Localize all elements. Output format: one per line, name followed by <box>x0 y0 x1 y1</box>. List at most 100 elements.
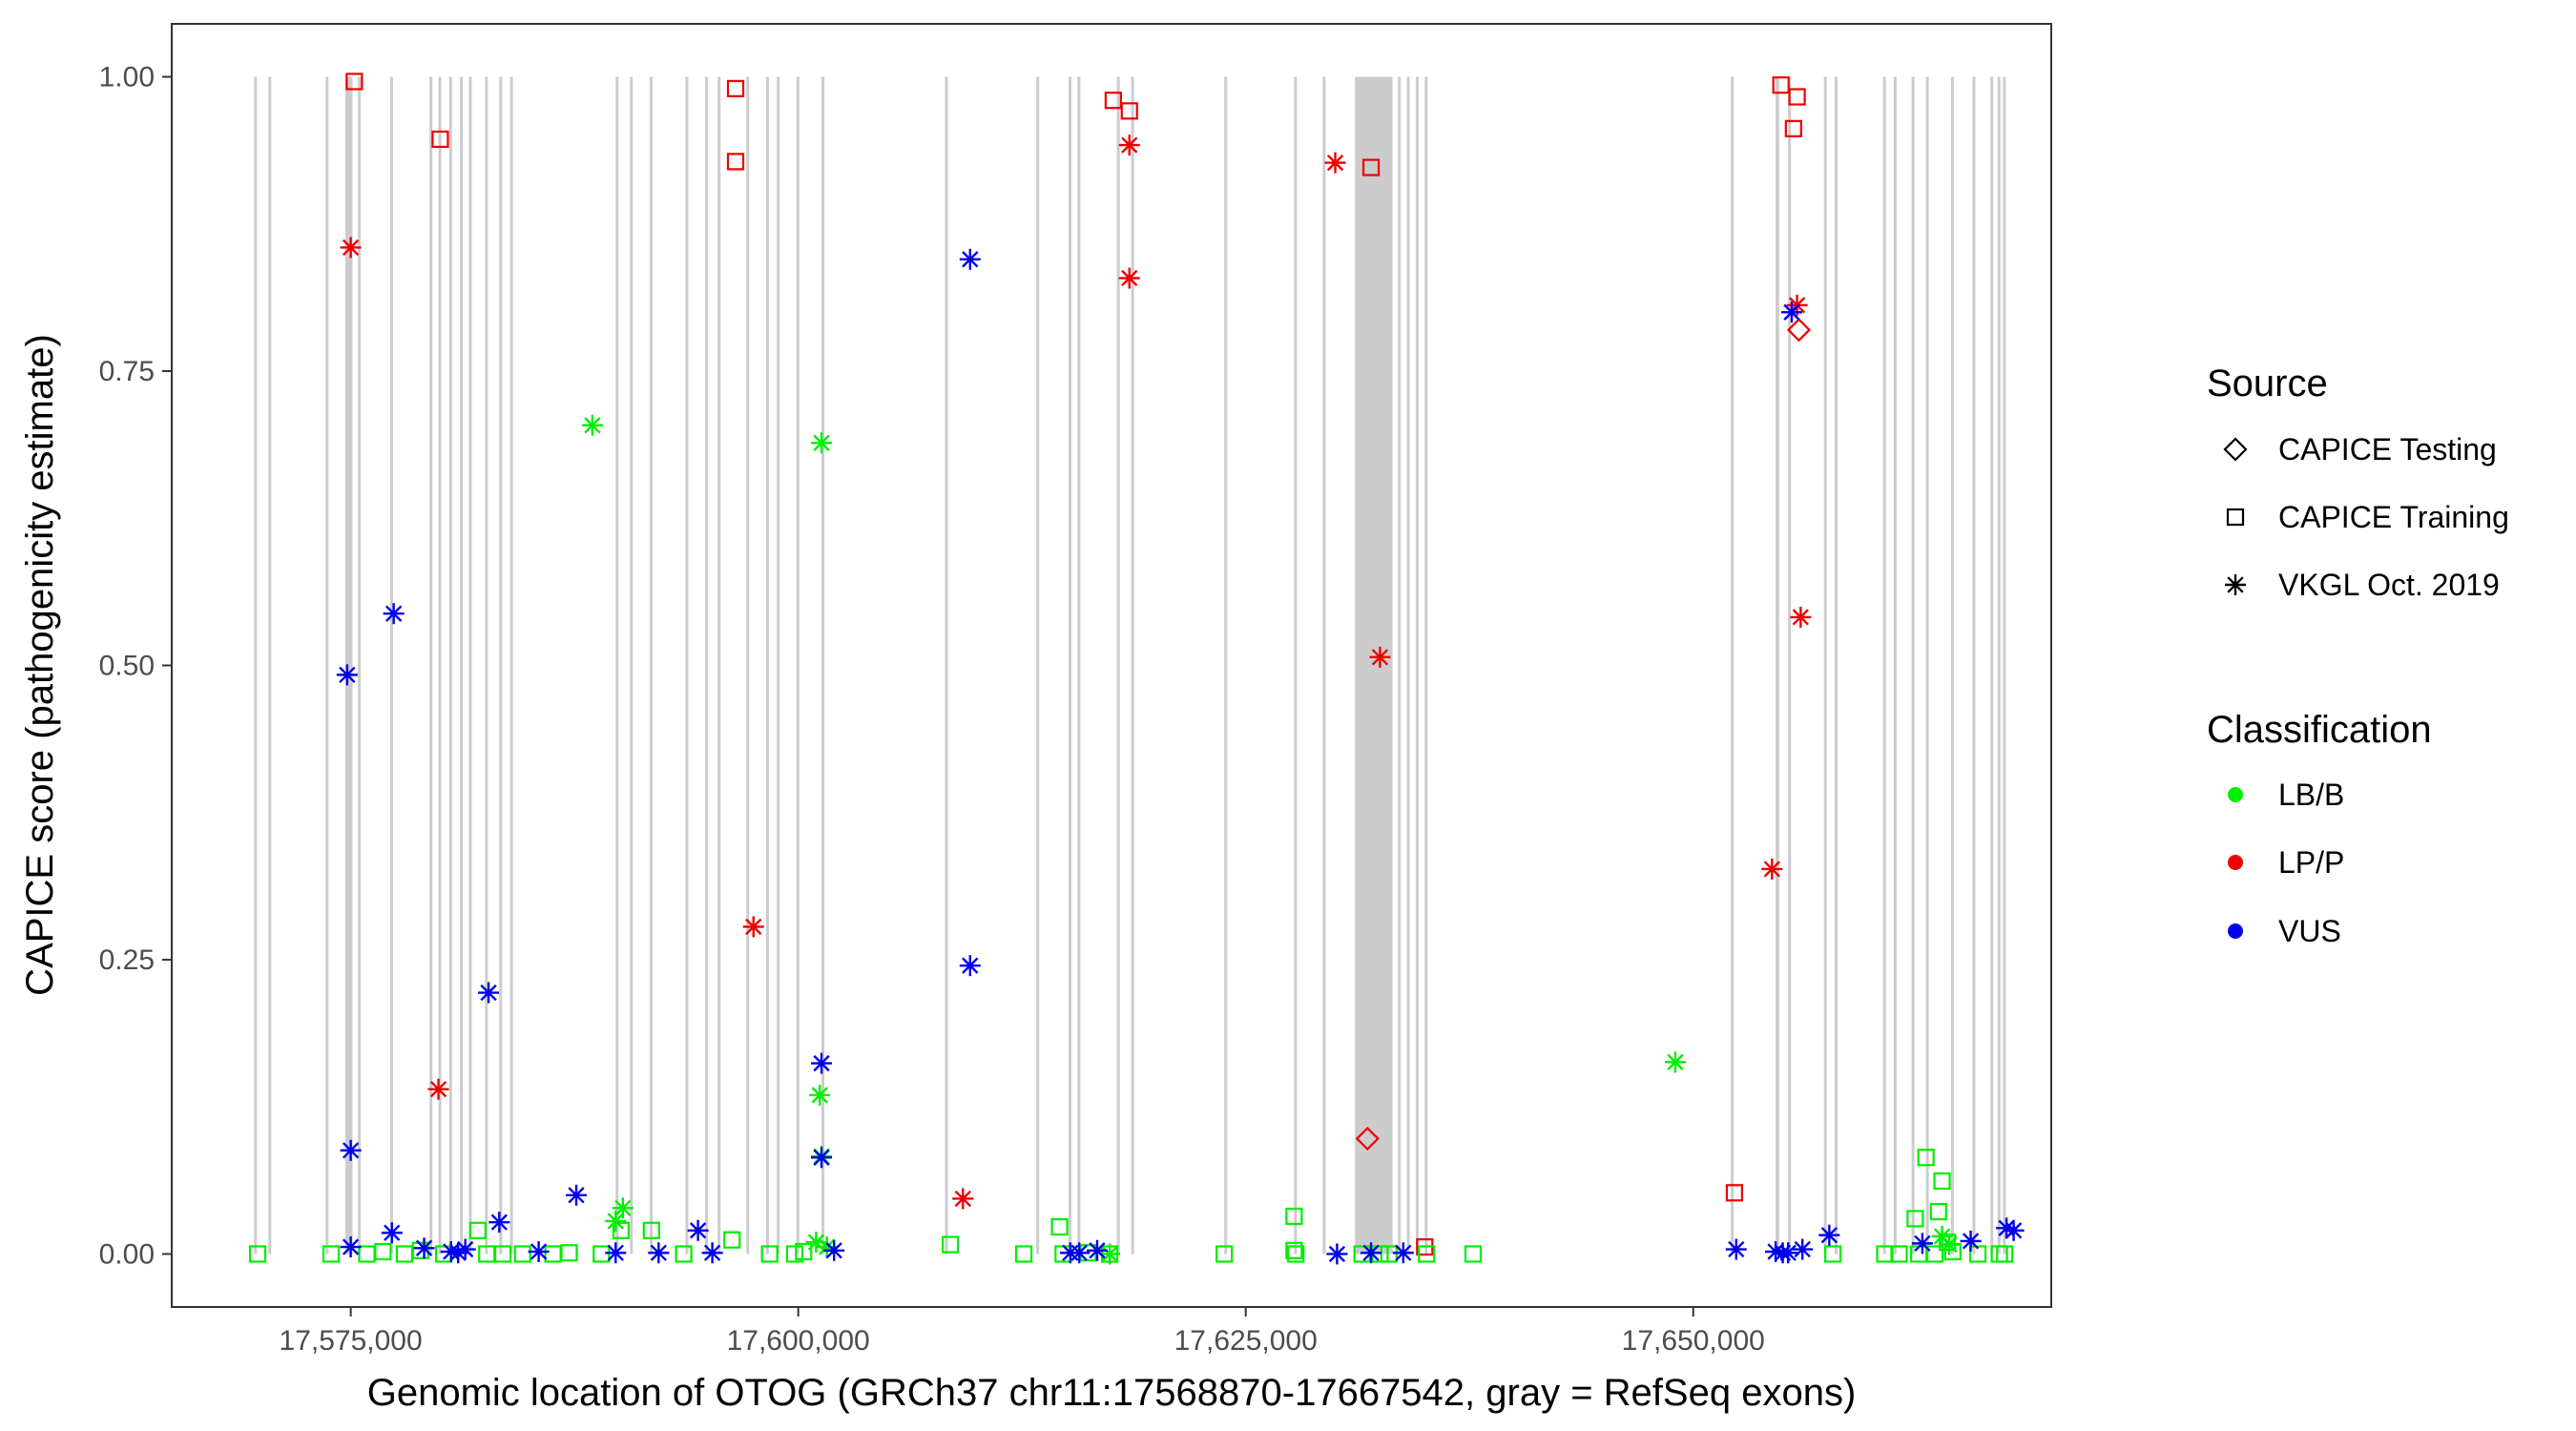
data-point <box>1361 1242 1382 1264</box>
exon-band <box>821 76 825 1255</box>
data-point <box>340 1236 362 1258</box>
data-point <box>431 130 449 149</box>
x-tick-label: 17,575,000 <box>280 1325 423 1357</box>
exon-band <box>1788 76 1792 1255</box>
exon-band <box>1950 76 1954 1255</box>
data-point <box>811 1052 833 1074</box>
exon-band <box>1424 76 1428 1255</box>
data-point <box>1786 318 1812 342</box>
data-point <box>1939 1234 1961 1255</box>
exon-band <box>485 76 488 1255</box>
data-point <box>493 1245 512 1263</box>
exon-band <box>1322 76 1326 1255</box>
axis-layer: 17,575,000 17,600,000 17,625,000 17,650,000… <box>99 62 1765 1357</box>
exon-band <box>1068 76 1071 1255</box>
data-point <box>358 1245 376 1263</box>
legend-class-symbols <box>2228 787 2243 939</box>
data-point <box>1324 152 1346 174</box>
point-layer <box>248 73 2025 1265</box>
data-point <box>1069 1242 1091 1264</box>
exon-band <box>438 76 442 1255</box>
data-point <box>1464 1245 1483 1263</box>
data-point <box>1120 102 1138 120</box>
exon-band <box>777 76 780 1255</box>
data-point <box>809 1084 831 1106</box>
data-point <box>1968 1245 1987 1263</box>
exon-band <box>615 76 619 1255</box>
data-point <box>336 664 358 686</box>
data-point <box>785 1245 804 1263</box>
exon-band <box>1776 76 1779 1255</box>
exon-band <box>1731 76 1735 1255</box>
data-point <box>454 1238 476 1260</box>
data-point <box>823 1239 845 1261</box>
data-point <box>2003 1219 2025 1241</box>
data-point <box>642 1221 660 1239</box>
data-point <box>1818 1224 1840 1246</box>
data-point <box>701 1242 723 1264</box>
data-point <box>383 603 405 625</box>
legend-class-dot <box>2228 855 2243 870</box>
data-point <box>468 1221 487 1239</box>
data-point <box>1929 1202 1947 1221</box>
legend-source-symbols <box>2223 437 2248 595</box>
data-point <box>612 1221 631 1239</box>
exon-band <box>499 76 503 1255</box>
exon-band <box>1077 76 1081 1255</box>
data-point <box>1326 1243 1348 1265</box>
legend-item-lbb: LB/B <box>2278 778 2344 812</box>
data-point <box>811 432 833 454</box>
exon-band <box>1294 76 1298 1255</box>
data-point <box>1099 1243 1121 1265</box>
exon-band <box>344 76 353 1255</box>
y-tick-label: 0.25 <box>99 944 155 976</box>
data-point <box>811 1147 833 1169</box>
data-point <box>1665 1051 1686 1073</box>
data-point <box>795 1242 813 1261</box>
legend-item-vus: VUS <box>2278 914 2341 948</box>
exon-band <box>945 76 948 1255</box>
data-point <box>959 955 981 977</box>
data-point <box>513 1245 531 1263</box>
exon-band <box>1131 76 1134 1255</box>
data-point <box>592 1245 611 1263</box>
data-point <box>1418 1245 1436 1263</box>
data-point <box>1792 1238 1814 1260</box>
exon-band <box>1415 76 1419 1255</box>
data-point <box>605 1210 627 1232</box>
data-point <box>566 1184 588 1206</box>
data-point <box>560 1244 578 1262</box>
exon-band <box>1823 76 1827 1255</box>
data-point <box>1355 1126 1380 1151</box>
data-point <box>1392 1242 1414 1264</box>
data-point <box>1725 1184 1744 1202</box>
data-point <box>942 1235 960 1254</box>
data-point <box>1788 88 1806 106</box>
legend-source-symbol <box>2223 437 2248 462</box>
data-point <box>395 1245 414 1263</box>
exon-band <box>1990 76 1994 1255</box>
data-point <box>760 1245 779 1263</box>
exon-band <box>1406 76 1410 1255</box>
exon-band <box>2003 76 2006 1255</box>
legend-class-dot <box>2228 787 2243 802</box>
data-point <box>1917 1149 1935 1167</box>
exon-band <box>509 76 513 1255</box>
data-point <box>345 73 364 91</box>
exon-band <box>717 76 721 1255</box>
data-point <box>248 1245 267 1263</box>
data-point <box>726 153 745 171</box>
data-point <box>1761 858 1783 880</box>
data-point <box>1911 1233 1933 1255</box>
exon-band <box>448 76 452 1255</box>
data-point <box>742 916 764 938</box>
data-point <box>1118 267 1140 289</box>
data-point <box>581 414 603 436</box>
exon-band <box>1997 76 2001 1255</box>
data-point <box>1906 1210 1924 1228</box>
data-point <box>1996 1245 2014 1263</box>
data-point <box>322 1245 341 1263</box>
y-tick-label: 0.75 <box>99 356 155 387</box>
data-point <box>1925 1245 1944 1263</box>
